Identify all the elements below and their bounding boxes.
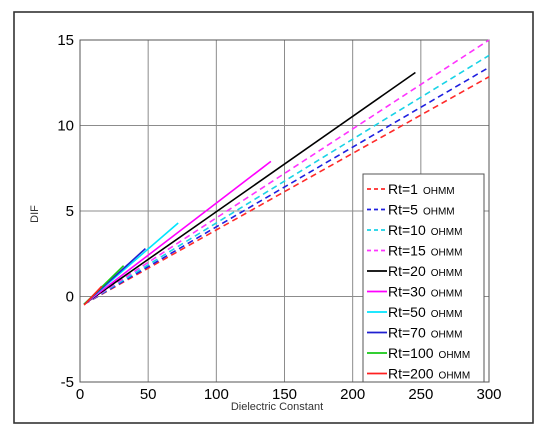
legend-label: Rt=20 OHMM bbox=[388, 263, 462, 279]
series-line-rt-15 bbox=[83, 39, 490, 305]
legend-unit: OHMM bbox=[431, 330, 463, 341]
legend-series-name: Rt=50 bbox=[388, 304, 426, 320]
legend-label: Rt=100 OHMM bbox=[388, 345, 470, 361]
legend-series-name: Rt=20 bbox=[388, 263, 426, 279]
series-lines bbox=[83, 39, 490, 306]
legend-item: Rt=10 OHMM bbox=[367, 222, 462, 238]
legend-item: Rt=1 OHMM bbox=[367, 181, 455, 197]
legend-series-name: Rt=30 bbox=[388, 284, 426, 300]
x-tick-label: 0 bbox=[76, 386, 84, 403]
y-tick-label: 10 bbox=[57, 118, 74, 135]
series-line-rt-20 bbox=[83, 71, 416, 305]
legend-label: Rt=1 OHMM bbox=[388, 181, 455, 197]
legend-unit: OHMM bbox=[431, 309, 463, 320]
legend-unit: OHMM bbox=[431, 268, 463, 279]
legend-unit: OHMM bbox=[423, 186, 455, 197]
x-tick-label: 150 bbox=[272, 386, 297, 403]
legend-item: Rt=20 OHMM bbox=[367, 263, 462, 279]
legend-series-name: Rt=1 bbox=[388, 181, 418, 197]
legend-label: Rt=50 OHMM bbox=[388, 304, 462, 320]
legend-item: Rt=50 OHMM bbox=[367, 304, 462, 320]
legend-item: Rt=100 OHMM bbox=[367, 345, 470, 361]
legend-item: Rt=70 OHMM bbox=[367, 325, 462, 341]
legend-label: Rt=5 OHMM bbox=[388, 202, 455, 218]
legend: Rt=1 OHMM Rt=5 OHMM Rt=10 OHMM Rt=15 OHMM Rt=20 O… bbox=[362, 173, 485, 383]
y-axis-title: DIF bbox=[29, 205, 41, 223]
legend-items: Rt=1 OHMM Rt=5 OHMM Rt=10 OHMM Rt=15 OHMM Rt=20 O… bbox=[367, 181, 470, 382]
x-axis-title: Dielectric Constant bbox=[231, 401, 323, 413]
y-tick-label: 0 bbox=[66, 289, 74, 306]
x-tick-label: 100 bbox=[204, 386, 229, 403]
legend-unit: OHMM bbox=[423, 207, 455, 218]
legend-unit: OHMM bbox=[439, 350, 471, 361]
legend-series-name: Rt=15 bbox=[388, 243, 426, 259]
legend-item: Rt=15 OHMM bbox=[367, 243, 462, 259]
legend-label: Rt=70 OHMM bbox=[388, 325, 462, 341]
legend-series-name: Rt=10 bbox=[388, 222, 426, 238]
x-tick-label: 300 bbox=[476, 386, 501, 403]
legend-series-name: Rt=100 bbox=[388, 345, 434, 361]
legend-unit: OHMM bbox=[439, 371, 471, 382]
legend-item: Rt=30 OHMM bbox=[367, 284, 462, 300]
y-tick-labels: -5 0 5 10 15 bbox=[57, 32, 74, 391]
x-tick-label: 50 bbox=[140, 386, 157, 403]
series-line-rt-5 bbox=[83, 66, 490, 305]
legend-label: Rt=10 OHMM bbox=[388, 222, 462, 238]
legend-item: Rt=200 OHMM bbox=[367, 366, 470, 382]
plot-border bbox=[79, 39, 490, 383]
x-tick-label: 200 bbox=[340, 386, 365, 403]
legend-label: Rt=30 OHMM bbox=[388, 284, 462, 300]
y-tick-label: 15 bbox=[57, 32, 74, 49]
legend-unit: OHMM bbox=[431, 227, 463, 238]
legend-unit: OHMM bbox=[431, 289, 463, 300]
series-line-rt-30 bbox=[83, 160, 272, 305]
legend-series-name: Rt=200 bbox=[388, 366, 434, 382]
legend-label: Rt=15 OHMM bbox=[388, 243, 462, 259]
legend-series-name: Rt=5 bbox=[388, 202, 418, 218]
legend-unit: OHMM bbox=[431, 248, 463, 259]
legend-series-name: Rt=70 bbox=[388, 325, 426, 341]
x-tick-label: 250 bbox=[408, 386, 433, 403]
y-tick-label: 5 bbox=[66, 203, 74, 220]
series-line-rt-200 bbox=[83, 285, 103, 306]
legend-item: Rt=5 OHMM bbox=[367, 202, 455, 218]
y-tick-label: -5 bbox=[61, 374, 74, 391]
x-tick-labels: 0 50 100 150 200 250 300 bbox=[76, 386, 502, 403]
legend-label: Rt=200 OHMM bbox=[388, 366, 470, 382]
series-line-rt-1 bbox=[83, 76, 490, 305]
